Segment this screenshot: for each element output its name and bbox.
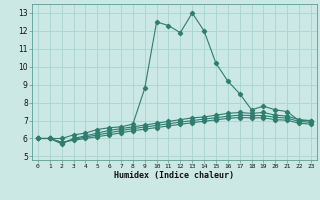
- X-axis label: Humidex (Indice chaleur): Humidex (Indice chaleur): [115, 171, 234, 180]
